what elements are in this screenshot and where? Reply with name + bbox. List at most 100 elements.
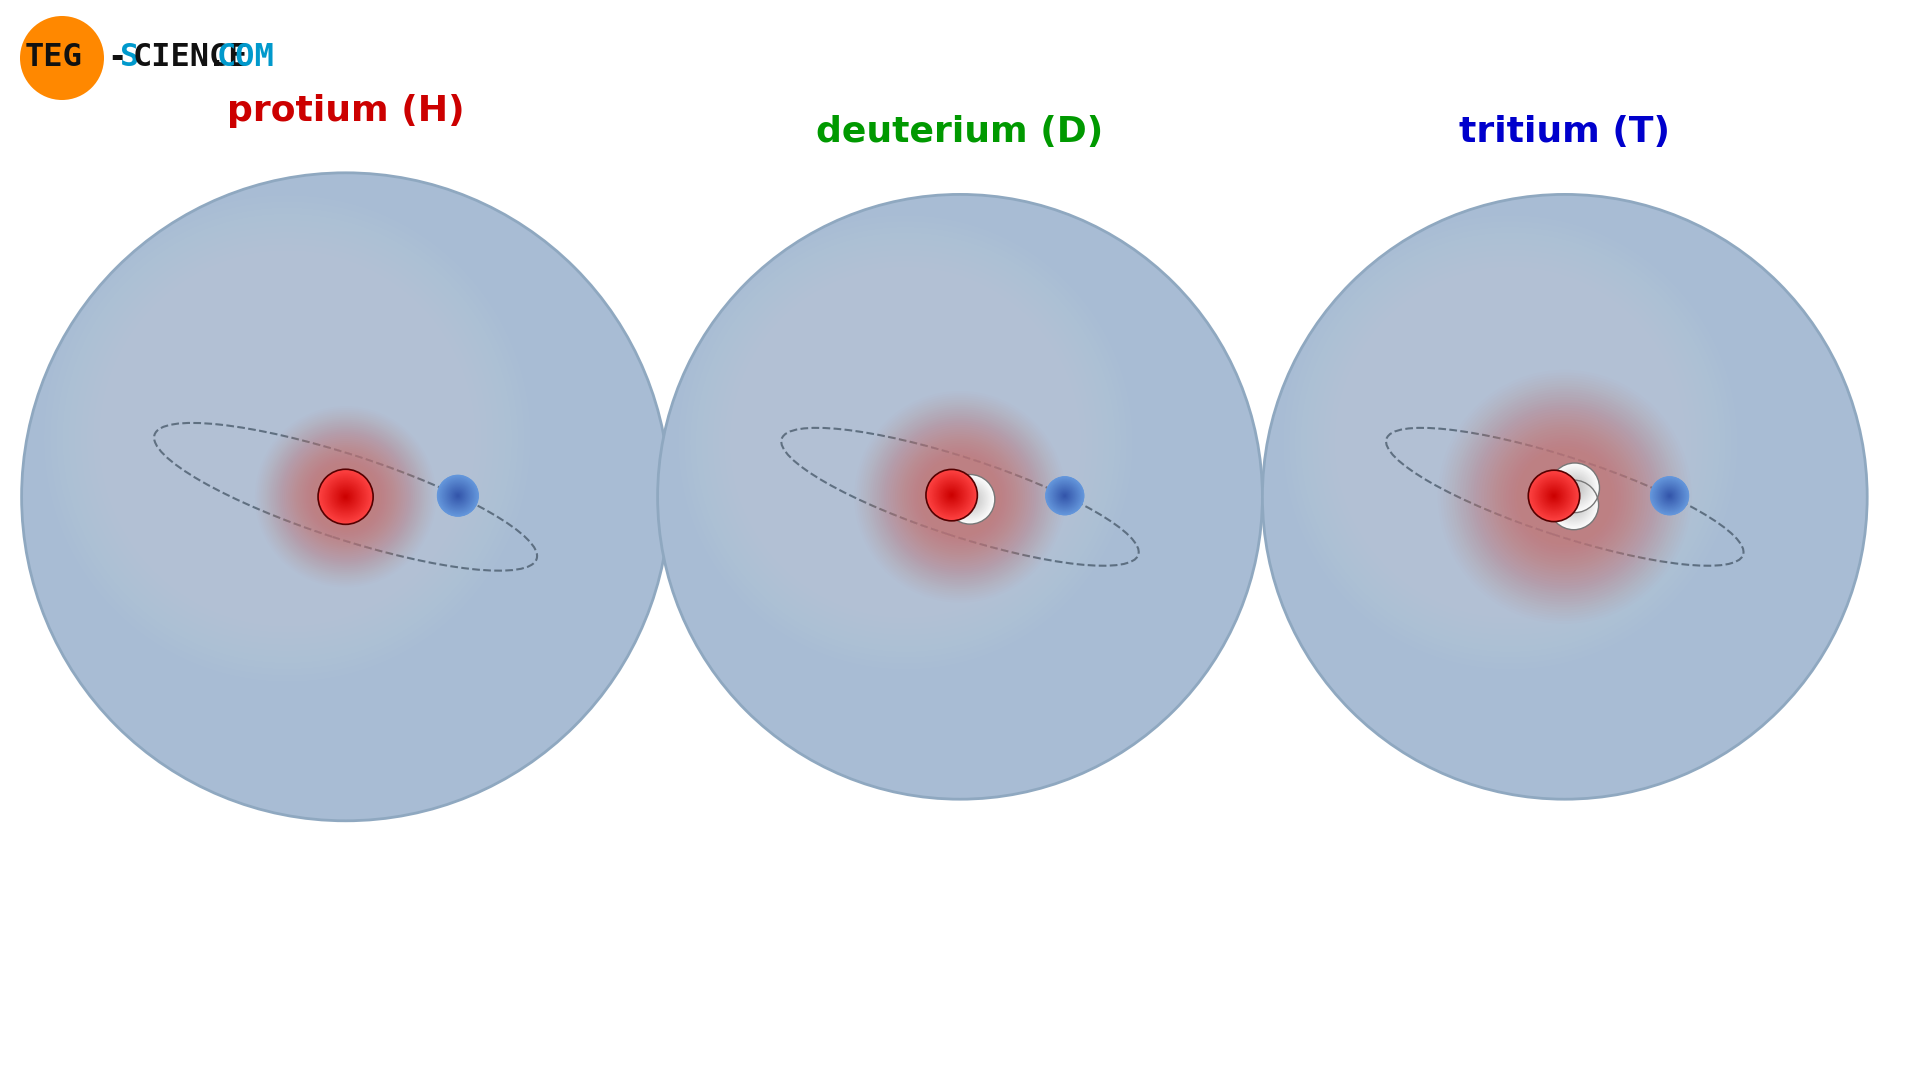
Circle shape (931, 475, 972, 515)
Circle shape (1668, 495, 1670, 497)
Circle shape (929, 472, 975, 518)
Circle shape (338, 489, 353, 504)
Circle shape (945, 489, 958, 501)
Circle shape (657, 194, 1263, 799)
Circle shape (947, 476, 993, 523)
Circle shape (1561, 474, 1588, 501)
Circle shape (1559, 472, 1590, 503)
Circle shape (338, 489, 353, 504)
Circle shape (960, 490, 979, 509)
Circle shape (1571, 501, 1576, 509)
Circle shape (962, 491, 979, 508)
Circle shape (1657, 483, 1682, 509)
Circle shape (1542, 484, 1567, 508)
Circle shape (1555, 486, 1592, 524)
Circle shape (1536, 477, 1572, 515)
Circle shape (1544, 486, 1565, 505)
Circle shape (950, 480, 991, 519)
Circle shape (885, 422, 1035, 571)
Circle shape (1668, 495, 1670, 497)
Circle shape (1549, 491, 1559, 501)
Circle shape (952, 482, 987, 517)
Circle shape (920, 457, 1000, 537)
Circle shape (945, 474, 995, 524)
Circle shape (319, 469, 372, 524)
Circle shape (1572, 486, 1576, 489)
Circle shape (947, 475, 995, 524)
Circle shape (1536, 477, 1572, 514)
Circle shape (1553, 484, 1596, 526)
Circle shape (1542, 484, 1567, 509)
Circle shape (1655, 482, 1684, 510)
Circle shape (336, 486, 355, 508)
Circle shape (950, 495, 952, 496)
Circle shape (1571, 502, 1576, 508)
Text: S: S (119, 42, 140, 73)
Circle shape (453, 491, 463, 500)
Circle shape (968, 497, 973, 502)
Circle shape (1651, 477, 1688, 514)
Circle shape (1538, 481, 1571, 512)
Circle shape (1046, 477, 1083, 514)
Circle shape (941, 484, 964, 507)
Circle shape (1551, 464, 1597, 511)
Circle shape (1572, 503, 1574, 507)
Circle shape (1532, 473, 1576, 518)
Circle shape (328, 481, 363, 513)
Circle shape (945, 475, 995, 524)
Circle shape (1548, 489, 1561, 502)
Circle shape (950, 478, 991, 519)
Circle shape (933, 477, 970, 513)
Circle shape (449, 488, 467, 503)
Circle shape (334, 485, 357, 509)
Circle shape (948, 478, 991, 521)
Circle shape (1557, 489, 1590, 521)
Circle shape (1553, 484, 1596, 526)
Circle shape (1056, 487, 1073, 504)
Circle shape (927, 471, 975, 518)
Circle shape (444, 481, 472, 511)
Text: TEG: TEG (25, 42, 83, 73)
Circle shape (1665, 490, 1674, 501)
Circle shape (954, 483, 987, 516)
Circle shape (1046, 477, 1083, 514)
Circle shape (1567, 480, 1584, 496)
Circle shape (330, 482, 361, 512)
Circle shape (1553, 468, 1596, 509)
Circle shape (455, 494, 461, 498)
Circle shape (1561, 473, 1590, 502)
Circle shape (941, 484, 964, 507)
Text: deuterium (D): deuterium (D) (816, 116, 1104, 149)
Circle shape (937, 481, 966, 510)
Circle shape (336, 487, 355, 507)
Text: COM: COM (217, 42, 275, 73)
Circle shape (1567, 497, 1582, 513)
Circle shape (1571, 485, 1578, 491)
Circle shape (1571, 484, 1578, 492)
Circle shape (1060, 490, 1069, 501)
Circle shape (1569, 482, 1582, 495)
Circle shape (1565, 477, 1586, 498)
Circle shape (451, 489, 465, 502)
Circle shape (964, 492, 977, 507)
Circle shape (1054, 485, 1075, 507)
Circle shape (950, 481, 989, 518)
Circle shape (1663, 488, 1678, 503)
Circle shape (1559, 489, 1590, 521)
Circle shape (296, 447, 396, 546)
Circle shape (344, 496, 348, 498)
Circle shape (447, 486, 468, 505)
Circle shape (449, 487, 467, 504)
Circle shape (324, 476, 367, 517)
Circle shape (1571, 484, 1578, 491)
Circle shape (939, 483, 964, 507)
Circle shape (948, 491, 954, 498)
Circle shape (1565, 497, 1582, 513)
Circle shape (1663, 489, 1676, 502)
Circle shape (1667, 492, 1672, 499)
Circle shape (1665, 491, 1674, 500)
Circle shape (966, 496, 973, 503)
Circle shape (1655, 482, 1684, 510)
Circle shape (954, 484, 985, 514)
Circle shape (1048, 480, 1081, 513)
